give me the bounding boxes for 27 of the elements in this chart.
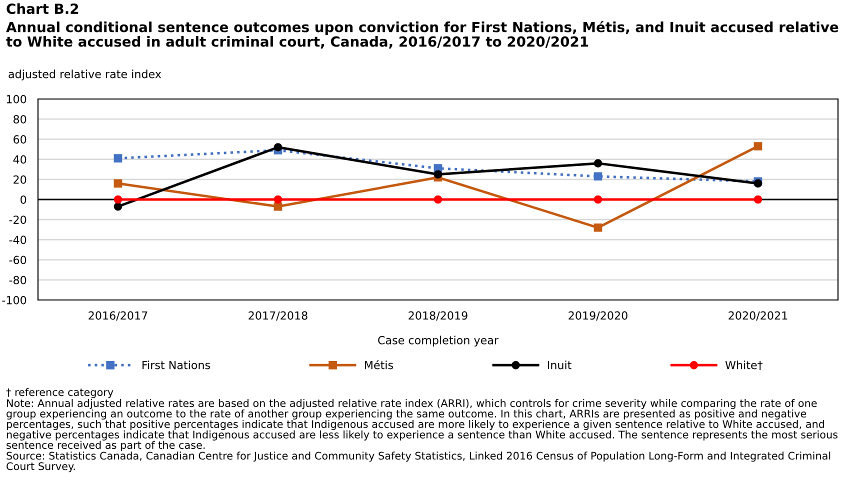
x-axis-title: Case completion year — [378, 336, 499, 347]
x-tick-label: 2017/2018 — [248, 311, 308, 321]
y-tick-label: 100 — [6, 94, 26, 104]
y-tick-label: 20 — [14, 175, 26, 184]
y-tick-label: 40 — [13, 155, 26, 164]
legend-label: First Nations — [142, 360, 210, 370]
x-tick-label: 2020/2021 — [728, 311, 788, 321]
y-tick-label: -100 — [2, 296, 26, 304]
chart-title: Chart B.2 — [6, 3, 78, 14]
y-tick-label: 80 — [14, 115, 26, 124]
source-note: Source: Statistics Canada, Canadian Centre for Justice and Community Safety Statistics, Linked 2016 Census of Population Long-Form and Integrated Criminal Court Survey. — [6, 452, 830, 472]
text: † reference category — [6, 388, 114, 398]
x-tick-label: 2016/2017 — [88, 311, 148, 321]
x-tick-label: 2018/2019 — [408, 311, 468, 321]
y-tick-label: -20 — [9, 216, 26, 224]
y-axis-title: adjusted relative rate index — [8, 70, 162, 80]
legend-label: Métis — [364, 360, 394, 370]
legend-label: Inuit — [548, 360, 572, 370]
y-tick-label: -60 — [9, 256, 26, 264]
text: Note: Annual adjusted relative rates are based on the adjusted relative rate index (ARRI), which controls for crime severity while comparing the rate of one group experiencing an outcome to the rate of another group experiencing the same outcome. In this chart, ARRIs are presented as positive and negative percentages, such that positive percentages indicate that Indigenous accused are more likely to experience a given sentence relative to White accused, and negative percentages indicate that Indigenous accused are less likely to experience a sentence than White accused. The sentence represents the most serious sentence received as part of the case. — [6, 399, 838, 451]
y-tick-label: 60 — [14, 135, 26, 144]
x-tick-label: 2019/2020 — [568, 311, 628, 321]
y-tick-label: 0 — [20, 195, 26, 204]
y-tick-label: -40 — [9, 236, 26, 244]
y-tick-label: -80 — [9, 276, 26, 284]
chart-subtitle: Annual conditional sentence outcomes upon conviction for First Nations, Métis, and Inuit accused relative to White accused in adult criminal court, Canada, 2016/2017 to 2020/2021 — [6, 21, 838, 49]
legend-label: White† — [725, 360, 763, 370]
